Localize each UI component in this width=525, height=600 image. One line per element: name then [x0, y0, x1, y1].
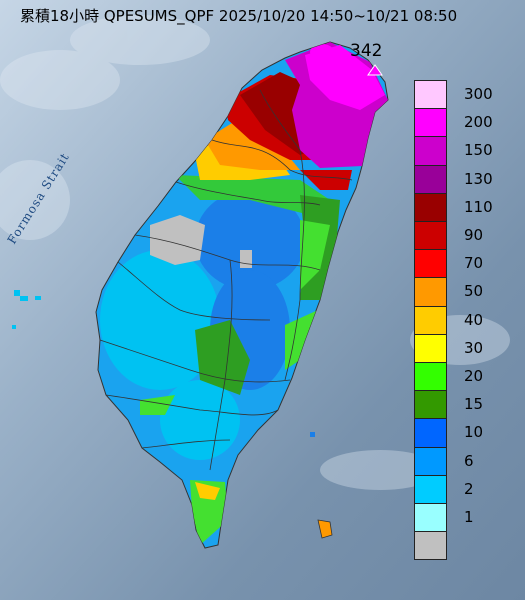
max-value-marker [367, 64, 383, 76]
rainfall-shading [100, 42, 388, 545]
legend-label-50: 50 [464, 282, 484, 301]
legend-label-2: 2 [464, 479, 474, 498]
county-borders [99, 89, 353, 471]
legend-label-150: 150 [464, 141, 493, 160]
legend-label-130: 130 [464, 169, 493, 188]
legend-swatch-40 [414, 305, 447, 335]
legend-label-300: 300 [464, 85, 493, 103]
legend-label-90: 90 [464, 226, 484, 244]
legend-label-10: 10 [464, 423, 484, 442]
legend-swatch-90 [414, 221, 447, 251]
legend-swatch-200 [414, 108, 447, 138]
legend-swatch-150 [414, 136, 447, 166]
legend-label-70: 70 [464, 254, 484, 273]
outer-islands [12, 290, 333, 539]
legend-label-15: 15 [464, 395, 484, 414]
legend-swatch-30 [414, 333, 447, 363]
legend-swatch-130 [414, 164, 447, 194]
legend-label-6: 6 [464, 451, 474, 470]
legend-label-20: 20 [464, 367, 484, 385]
legend-swatch-nodata [414, 531, 447, 561]
max-value-label: 342 [350, 41, 382, 61]
legend-label-40: 40 [464, 310, 484, 329]
map-title: 累積18小時 QPESUMS_QPF 2025/10/20 14:50~10/2… [20, 7, 458, 25]
legend-swatch-1 [414, 503, 447, 533]
legend-swatch-15 [414, 390, 447, 420]
legend-swatch-300 [414, 80, 447, 110]
legend-swatch-2 [414, 474, 447, 504]
legend-label-1: 1 [464, 508, 474, 526]
legend-label-30: 30 [464, 338, 484, 357]
legend-swatch-70 [414, 249, 447, 279]
legend-swatch-6 [414, 446, 447, 476]
legend-swatch-110 [414, 192, 447, 222]
legend-label-200: 200 [464, 113, 493, 132]
legend-swatch-10 [414, 418, 447, 448]
legend-label-110: 110 [464, 197, 493, 216]
legend-swatch-50 [414, 277, 447, 307]
legend-swatch-20 [414, 362, 447, 392]
